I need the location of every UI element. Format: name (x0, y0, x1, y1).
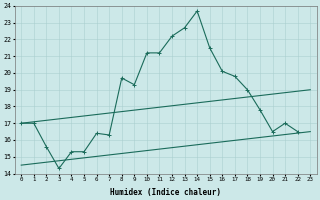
X-axis label: Humidex (Indice chaleur): Humidex (Indice chaleur) (110, 188, 221, 197)
